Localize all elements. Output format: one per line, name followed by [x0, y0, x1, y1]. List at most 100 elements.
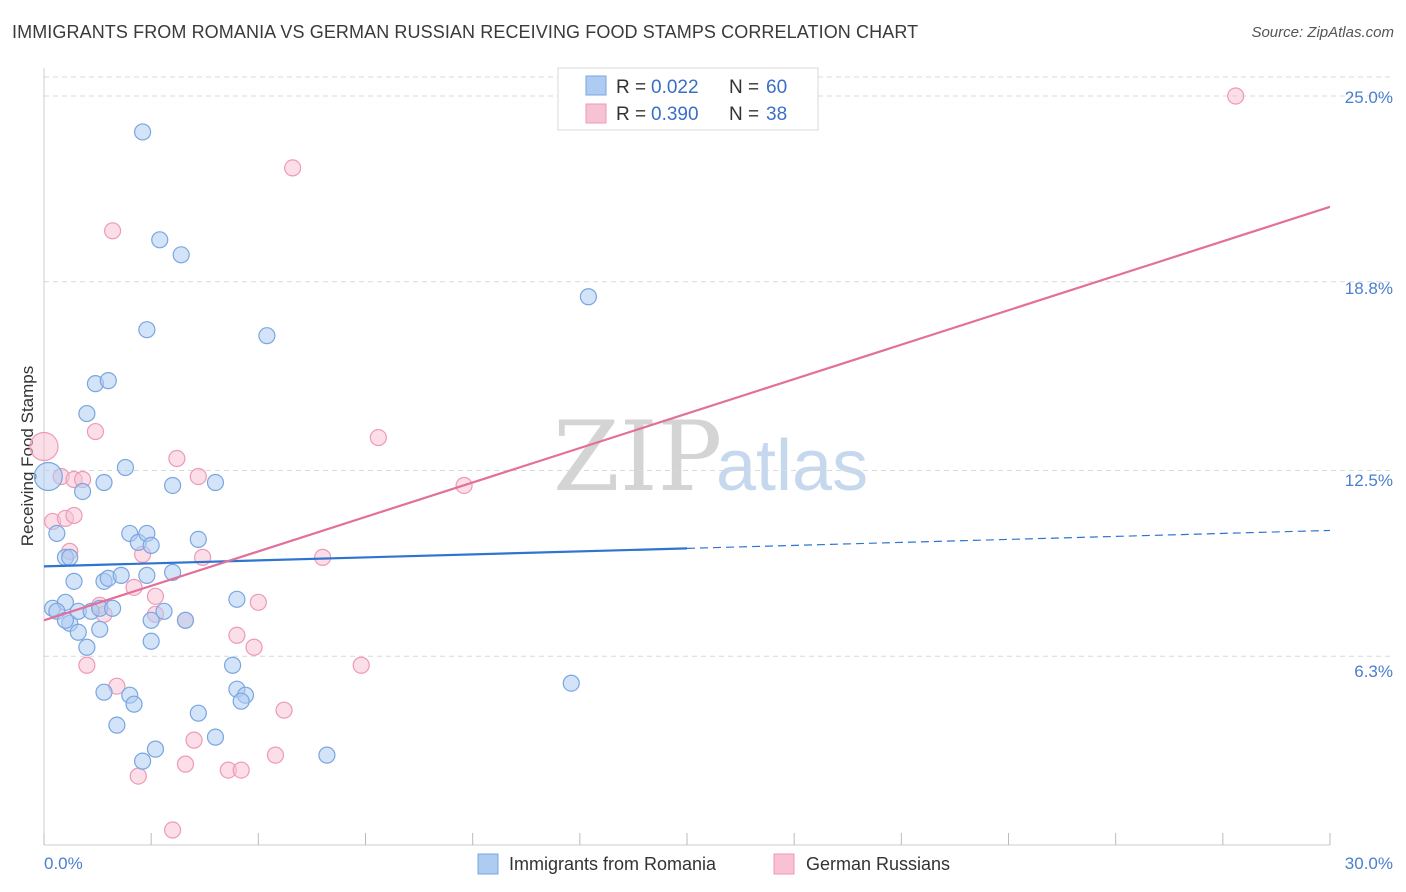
romania-point-4 [65, 572, 83, 590]
legend-r-label-romania: R = [616, 77, 646, 98]
y-tick-label-6-3: 6.3% [1354, 662, 1393, 681]
trend-line-german-russians [43, 205, 1331, 622]
x-ticks [43, 833, 1331, 845]
german-russians-point-38 [1227, 87, 1245, 105]
german-russians-point-14 [284, 159, 302, 177]
y-tick-label-12-5: 12.5% [1345, 471, 1393, 490]
romania-point-9 [99, 372, 117, 390]
legend-n-value-romania: 60 [766, 77, 787, 98]
bottom-legend-swatch-romania [477, 853, 499, 875]
romania-point-1 [48, 524, 66, 543]
legend-r-value-german: 0.390 [651, 104, 699, 125]
romania-point-44 [142, 632, 160, 650]
watermark-zip: ZIP [553, 401, 722, 513]
romania-point-56 [146, 740, 165, 758]
trend-line-romania-extension [686, 529, 1331, 549]
legend-n-label-german: N = [729, 104, 759, 125]
german-russians-point-15 [369, 428, 387, 447]
romania-point-0 [33, 461, 63, 492]
romania-point-13 [112, 566, 130, 584]
romania-point-8 [95, 473, 113, 492]
german-russians-point-37 [164, 821, 182, 839]
y-tick-label-18-8: 18.8% [1345, 279, 1393, 298]
romania-point-20 [133, 123, 152, 141]
german-russians-point-4 [86, 422, 105, 441]
romania-point-25 [189, 530, 207, 549]
german-russians-point-32 [176, 755, 195, 773]
romania-point-57 [133, 752, 152, 770]
romania-point-55 [206, 728, 225, 746]
romania-point-23 [172, 246, 190, 264]
romania-point-17 [142, 536, 160, 555]
german-russians-point-34 [232, 761, 250, 779]
german-russians-point-28 [352, 656, 370, 674]
legend-swatch-romania [585, 75, 607, 96]
chart-source: Source: ZipAtlas.com [1251, 24, 1394, 41]
bottom-legend-label-german: German Russians [806, 854, 950, 874]
trend-line-romania [43, 547, 688, 568]
german-russians-point-26 [245, 638, 263, 656]
romania-point-22 [151, 231, 169, 249]
romania-point-39 [142, 611, 160, 629]
grid [44, 76, 1393, 657]
german-russians-point-10 [168, 449, 186, 468]
german-russians-point-35 [266, 746, 285, 764]
german-russians-point-36 [129, 767, 147, 785]
romania-point-21 [138, 321, 156, 339]
romania-point-10 [116, 458, 135, 477]
y-tick-labels: 25.0% 18.8% 12.5% 6.3% [1345, 88, 1393, 681]
romania-point-3 [61, 548, 79, 566]
romania-point-42 [69, 623, 87, 641]
legend-top: R = 0.022 N = 60 R = 0.390 N = 38 [557, 67, 819, 131]
bottom-legend-label-romania: Immigrants from Romania [509, 854, 717, 874]
legend-r-label-german: R = [616, 104, 646, 125]
romania-point-6 [78, 404, 96, 423]
romania-point-58 [318, 746, 336, 764]
watermark: ZIP atlas [553, 401, 868, 513]
legend-r-value-romania: 0.022 [651, 77, 699, 98]
romania-point-50 [189, 704, 207, 722]
german-russians-point-30 [275, 701, 293, 719]
x-tick-label-30: 30.0% [1345, 854, 1393, 873]
romania-point-53 [232, 692, 250, 710]
romania-point-37 [91, 620, 109, 638]
german-russians-point-31 [185, 731, 203, 749]
romania-point-46 [95, 683, 113, 701]
romania-point-59 [562, 674, 580, 692]
y-tick-label-25: 25.0% [1345, 88, 1393, 107]
x-tick-label-0: 0.0% [44, 854, 83, 873]
romania-point-40 [155, 602, 173, 620]
bottom-legend-swatch-german [773, 853, 795, 875]
romania-point-27 [258, 327, 276, 345]
romania-point-38 [103, 599, 122, 617]
chart-title: IMMIGRANTS FROM ROMANIA VS GERMAN RUSSIA… [12, 22, 919, 42]
german-russians-point-18 [125, 578, 143, 596]
romania-point-19 [164, 563, 182, 581]
romania-point-24 [164, 476, 182, 495]
romania-point-5 [73, 482, 92, 501]
german-russians-point-11 [189, 467, 207, 486]
romania-point-49 [125, 695, 143, 713]
german-russians-point-19 [146, 587, 165, 605]
legend-swatch-german [585, 103, 607, 124]
legend-n-value-german: 38 [766, 104, 787, 125]
trend-lines [43, 205, 1331, 622]
romania-point-28 [579, 288, 598, 306]
romania-point-26 [206, 473, 225, 492]
watermark-atlas: atlas [716, 426, 868, 506]
romania-point-18 [138, 566, 156, 584]
german-russians-point-7 [65, 506, 83, 525]
german-russians-point-24 [249, 593, 267, 611]
legend-bottom: Immigrants from Romania German Russians [477, 853, 950, 875]
german-russians-point-13 [103, 222, 122, 240]
series-immigrants-from-romania [33, 123, 598, 770]
romania-point-47 [108, 716, 126, 734]
romania-point-54 [224, 656, 242, 674]
romania-point-43 [78, 638, 96, 656]
romania-point-45 [228, 590, 246, 608]
y-axis-label: Receiving Food Stamps [18, 366, 37, 546]
german-russians-point-25 [228, 626, 246, 644]
german-russians-point-0 [29, 431, 59, 462]
legend-n-label-romania: N = [729, 77, 759, 98]
